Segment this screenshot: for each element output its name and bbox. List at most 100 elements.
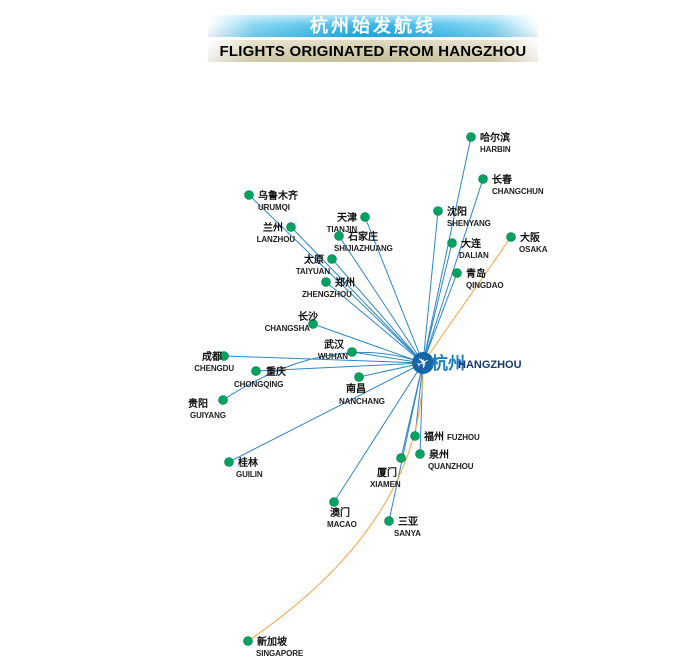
city-label-taiyuan-cn: 太原 <box>303 253 324 266</box>
city-dot-nanchang <box>354 372 364 382</box>
city-label-chongqing-en: CHONGQING <box>234 380 283 389</box>
city-label-shenyang-cn: 沈阳 <box>447 205 467 218</box>
city-label-dalian-cn: 大连 <box>461 237 482 250</box>
city-label-quanzhou-en: QUANZHOU <box>428 462 474 471</box>
city-label-quanzhou-cn: 泉州 <box>428 448 449 461</box>
city-dot-shijiazhuang <box>334 231 344 241</box>
city-dot-quanzhou <box>415 449 425 459</box>
city-label-nanchang-en: NANCHANG <box>339 397 385 406</box>
hub-label-huben: HANGZHOU <box>458 359 522 371</box>
city-label-xiamen-en: XIAMEN <box>370 480 401 489</box>
city-dot-tianjin <box>360 212 370 222</box>
route-line-shenyang <box>422 210 439 364</box>
city-label-changsha-en: CHANGSHA <box>265 324 311 333</box>
city-label-guiyang-cn: 贵阳 <box>188 397 208 410</box>
route-line-taiyuan <box>331 258 424 364</box>
city-label-urumqi-en: URUMQI <box>258 203 290 212</box>
page-title-english: FLIGHTS ORIGINATED FROM HANGZHOU <box>219 42 527 60</box>
city-dot-dalian <box>447 238 457 248</box>
route-line-zhengzhou <box>325 281 424 364</box>
page-title-chinese: 杭州始发航线 <box>310 16 436 36</box>
city-label-shijiazhuang-en: SHIJIAZHUANG <box>334 244 393 253</box>
route-line-lanzhou <box>290 226 424 364</box>
city-dot-changchun <box>478 174 488 184</box>
city-dot-urumqi <box>244 190 254 200</box>
city-label-tianjin-cn: 天津 <box>337 211 357 224</box>
route-line-shijiazhuang <box>338 235 424 364</box>
city-label-lanzhou-en: LANZHOU <box>257 235 296 244</box>
city-dot-harbin <box>466 132 476 142</box>
city-dot-singapore <box>243 636 253 646</box>
city-label-osaka-cn: 大阪 <box>520 231 541 244</box>
city-dot-lanzhou <box>286 222 296 232</box>
route-line-qingdao <box>422 272 458 364</box>
city-dot-osaka <box>506 232 516 242</box>
city-dot-guiyang <box>218 395 228 405</box>
route-line-changsha <box>312 323 424 364</box>
city-label-xiamen-cn: 厦门 <box>377 466 397 479</box>
city-label-guilin-en: GUILIN <box>236 470 263 479</box>
city-dot-guilin <box>224 457 234 467</box>
city-label-shenyang-en: SHENYANG <box>447 219 491 228</box>
city-label-sanya-cn: 三亚 <box>398 516 418 528</box>
city-label-taiyuan-en: TAIYUAN <box>296 267 331 276</box>
city-label-dalian-en: DALIAN <box>459 251 489 260</box>
route-line-macao <box>333 362 424 503</box>
city-label-osaka-en: OSAKA <box>519 245 548 254</box>
city-label-qingdao-en: QINGDAO <box>466 281 504 290</box>
city-label-singapore-en: SINGAPORE <box>256 649 304 658</box>
route-line-osaka <box>422 236 512 364</box>
city-dot-zhengzhou <box>321 277 331 287</box>
city-dot-changsha <box>308 319 318 329</box>
city-label-macao-en: MACAO <box>327 520 357 529</box>
city-label-fuzhou-cn: 福州 <box>423 430 444 443</box>
city-dot-sanya <box>384 516 394 526</box>
city-label-changsha-cn: 长沙 <box>298 310 318 323</box>
route-line-singapore <box>247 362 424 642</box>
route-line-sanya <box>388 362 424 522</box>
title-bar-english: FLIGHTS ORIGINATED FROM HANGZHOU <box>208 40 538 62</box>
route-line-dalian <box>422 242 453 364</box>
city-label-chongqing-cn: 重庆 <box>266 365 286 378</box>
city-dot-chengdu <box>219 351 229 361</box>
city-label-guilin-cn: 桂林 <box>237 456 259 469</box>
city-label-zhengzhou-en: ZHENGZHOU <box>302 290 352 299</box>
city-dot-chongqing <box>251 366 261 376</box>
city-label-singapore-cn: 新加坡 <box>257 635 288 648</box>
hub-circle <box>412 352 434 374</box>
city-label-lanzhou-cn: 兰州 <box>263 221 283 234</box>
route-line-harbin <box>422 136 472 364</box>
city-label-macao-cn: 澳门 <box>330 506 350 519</box>
city-label-sanya-en: SANYA <box>394 529 421 538</box>
route-line-chengdu <box>223 355 424 364</box>
hub-label-hubcn: 杭州 <box>431 353 465 373</box>
route-line-urumqi <box>248 194 424 364</box>
city-label-guiyang-en: GUIYANG <box>190 411 226 420</box>
city-dot-xiamen <box>396 453 406 463</box>
city-label-fuzhou-en: FUZHOU <box>447 433 480 442</box>
city-dot-shenyang <box>433 206 443 216</box>
route-line-guilin <box>228 362 424 463</box>
city-label-urumqi-cn: 乌鲁木齐 <box>258 189 299 202</box>
city-label-wuhan-cn: 武汉 <box>324 338 345 351</box>
city-dot-wuhan <box>347 347 357 357</box>
city-dot-qingdao <box>452 268 462 278</box>
city-dot-fuzhou <box>410 431 420 441</box>
city-label-tianjin-en: TIANJIN <box>327 225 358 234</box>
city-label-qingdao-cn: 青岛 <box>466 267 486 280</box>
city-label-shijiazhuang-cn: 石家庄 <box>347 230 378 243</box>
city-label-wuhan-en: WUHAN <box>318 352 348 361</box>
city-dot-taiyuan <box>327 254 337 264</box>
route-line-guiyang <box>222 351 424 401</box>
route-line-tianjin <box>364 216 424 364</box>
city-label-zhengzhou-cn: 郑州 <box>335 276 355 289</box>
city-label-harbin-en: HARBIN <box>480 145 511 154</box>
city-label-chengdu-en: CHENGDU <box>194 364 234 373</box>
city-label-nanchang-cn: 南昌 <box>346 382 366 395</box>
city-label-chengdu-cn: 成都 <box>202 350 222 363</box>
city-dot-macao <box>329 497 339 507</box>
route-line-wuhan <box>351 351 424 364</box>
city-label-changchun-en: CHANGCHUN <box>492 187 544 196</box>
route-line-chongqing <box>255 362 424 372</box>
